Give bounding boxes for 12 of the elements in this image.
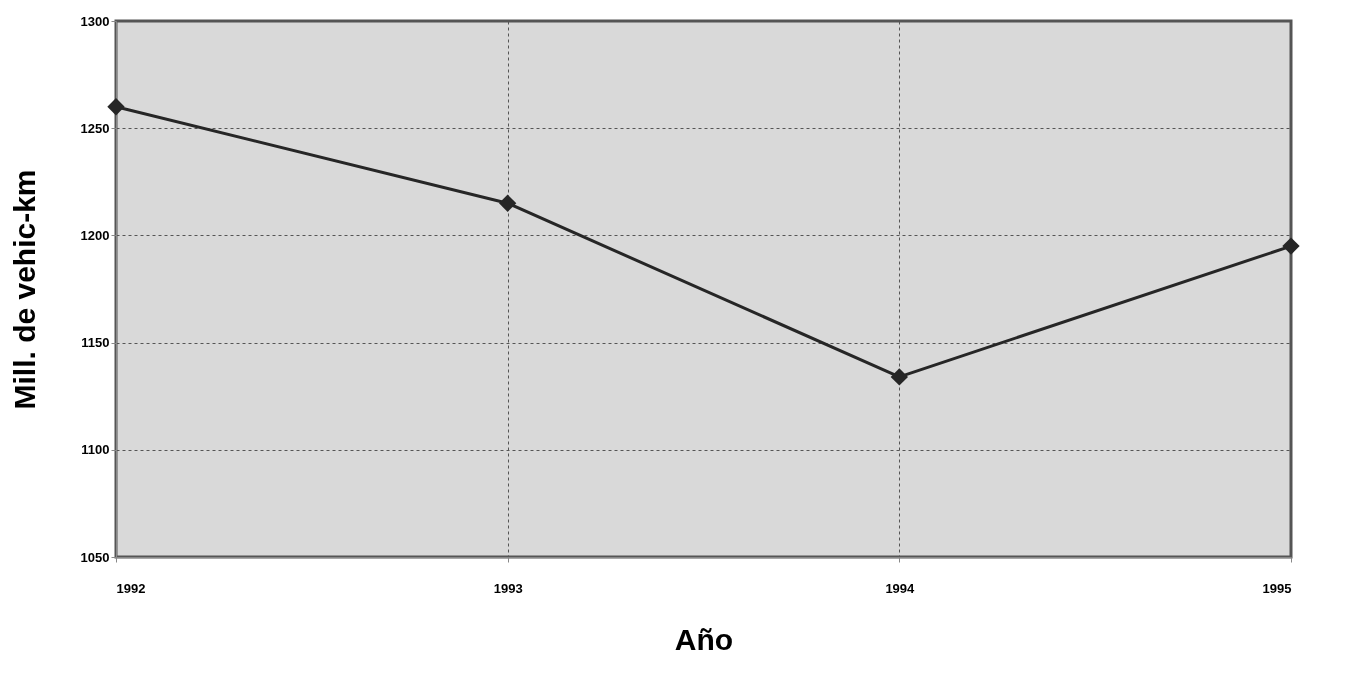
y-tick-label: 1100	[81, 442, 110, 458]
y-axis-title: Mill. de vehic-km	[7, 169, 41, 410]
y-tick-label: 1300	[80, 13, 110, 29]
y-tick-label: 1250	[80, 120, 110, 136]
x-tick-label: 1992	[116, 580, 146, 596]
y-tick-label: 1050	[80, 549, 110, 565]
x-tick-label: 1993	[493, 580, 523, 596]
y-tick-label: 1200	[80, 227, 110, 243]
x-axis-title: Año	[674, 622, 734, 656]
x-tick-label: 1994	[885, 580, 916, 596]
x-tick-label: 1995	[1262, 580, 1292, 596]
y-tick-label: 1150	[81, 335, 110, 351]
